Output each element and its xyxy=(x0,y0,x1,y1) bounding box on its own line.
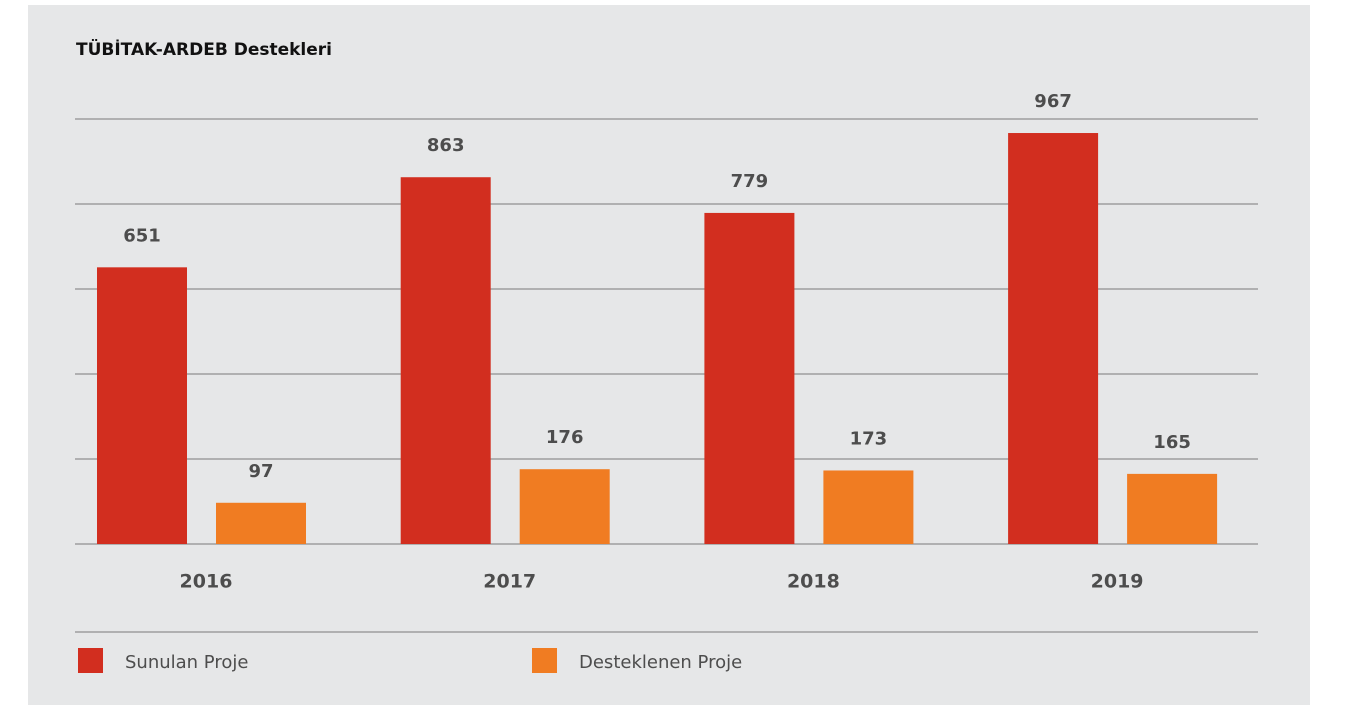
legend-label: Desteklenen Proje xyxy=(579,652,742,673)
bar xyxy=(1008,133,1099,544)
value-label: 173 xyxy=(850,428,888,449)
value-label: 165 xyxy=(1153,432,1191,453)
value-label: 967 xyxy=(1034,91,1072,112)
x-tick-label: 2016 xyxy=(180,571,233,593)
bar xyxy=(1127,473,1218,544)
value-label: 176 xyxy=(546,427,584,448)
value-label: 863 xyxy=(427,135,465,156)
bar xyxy=(519,469,610,544)
bar xyxy=(823,470,914,544)
bar xyxy=(704,212,795,545)
chart-title: TÜBİTAK-ARDEB Destekleri xyxy=(76,38,332,60)
panel xyxy=(28,5,1310,705)
bar xyxy=(400,177,491,544)
value-label: 779 xyxy=(731,171,769,192)
x-tick-label: 2017 xyxy=(483,571,536,593)
legend-swatch xyxy=(78,648,103,673)
value-label: 651 xyxy=(123,225,161,246)
x-tick-label: 2018 xyxy=(787,571,840,593)
x-tick-label: 2019 xyxy=(1091,571,1144,593)
legend-swatch xyxy=(532,648,557,673)
bar xyxy=(97,267,187,544)
legend-label: Sunulan Proje xyxy=(125,652,248,673)
bar xyxy=(216,502,306,544)
value-label: 97 xyxy=(248,461,273,482)
